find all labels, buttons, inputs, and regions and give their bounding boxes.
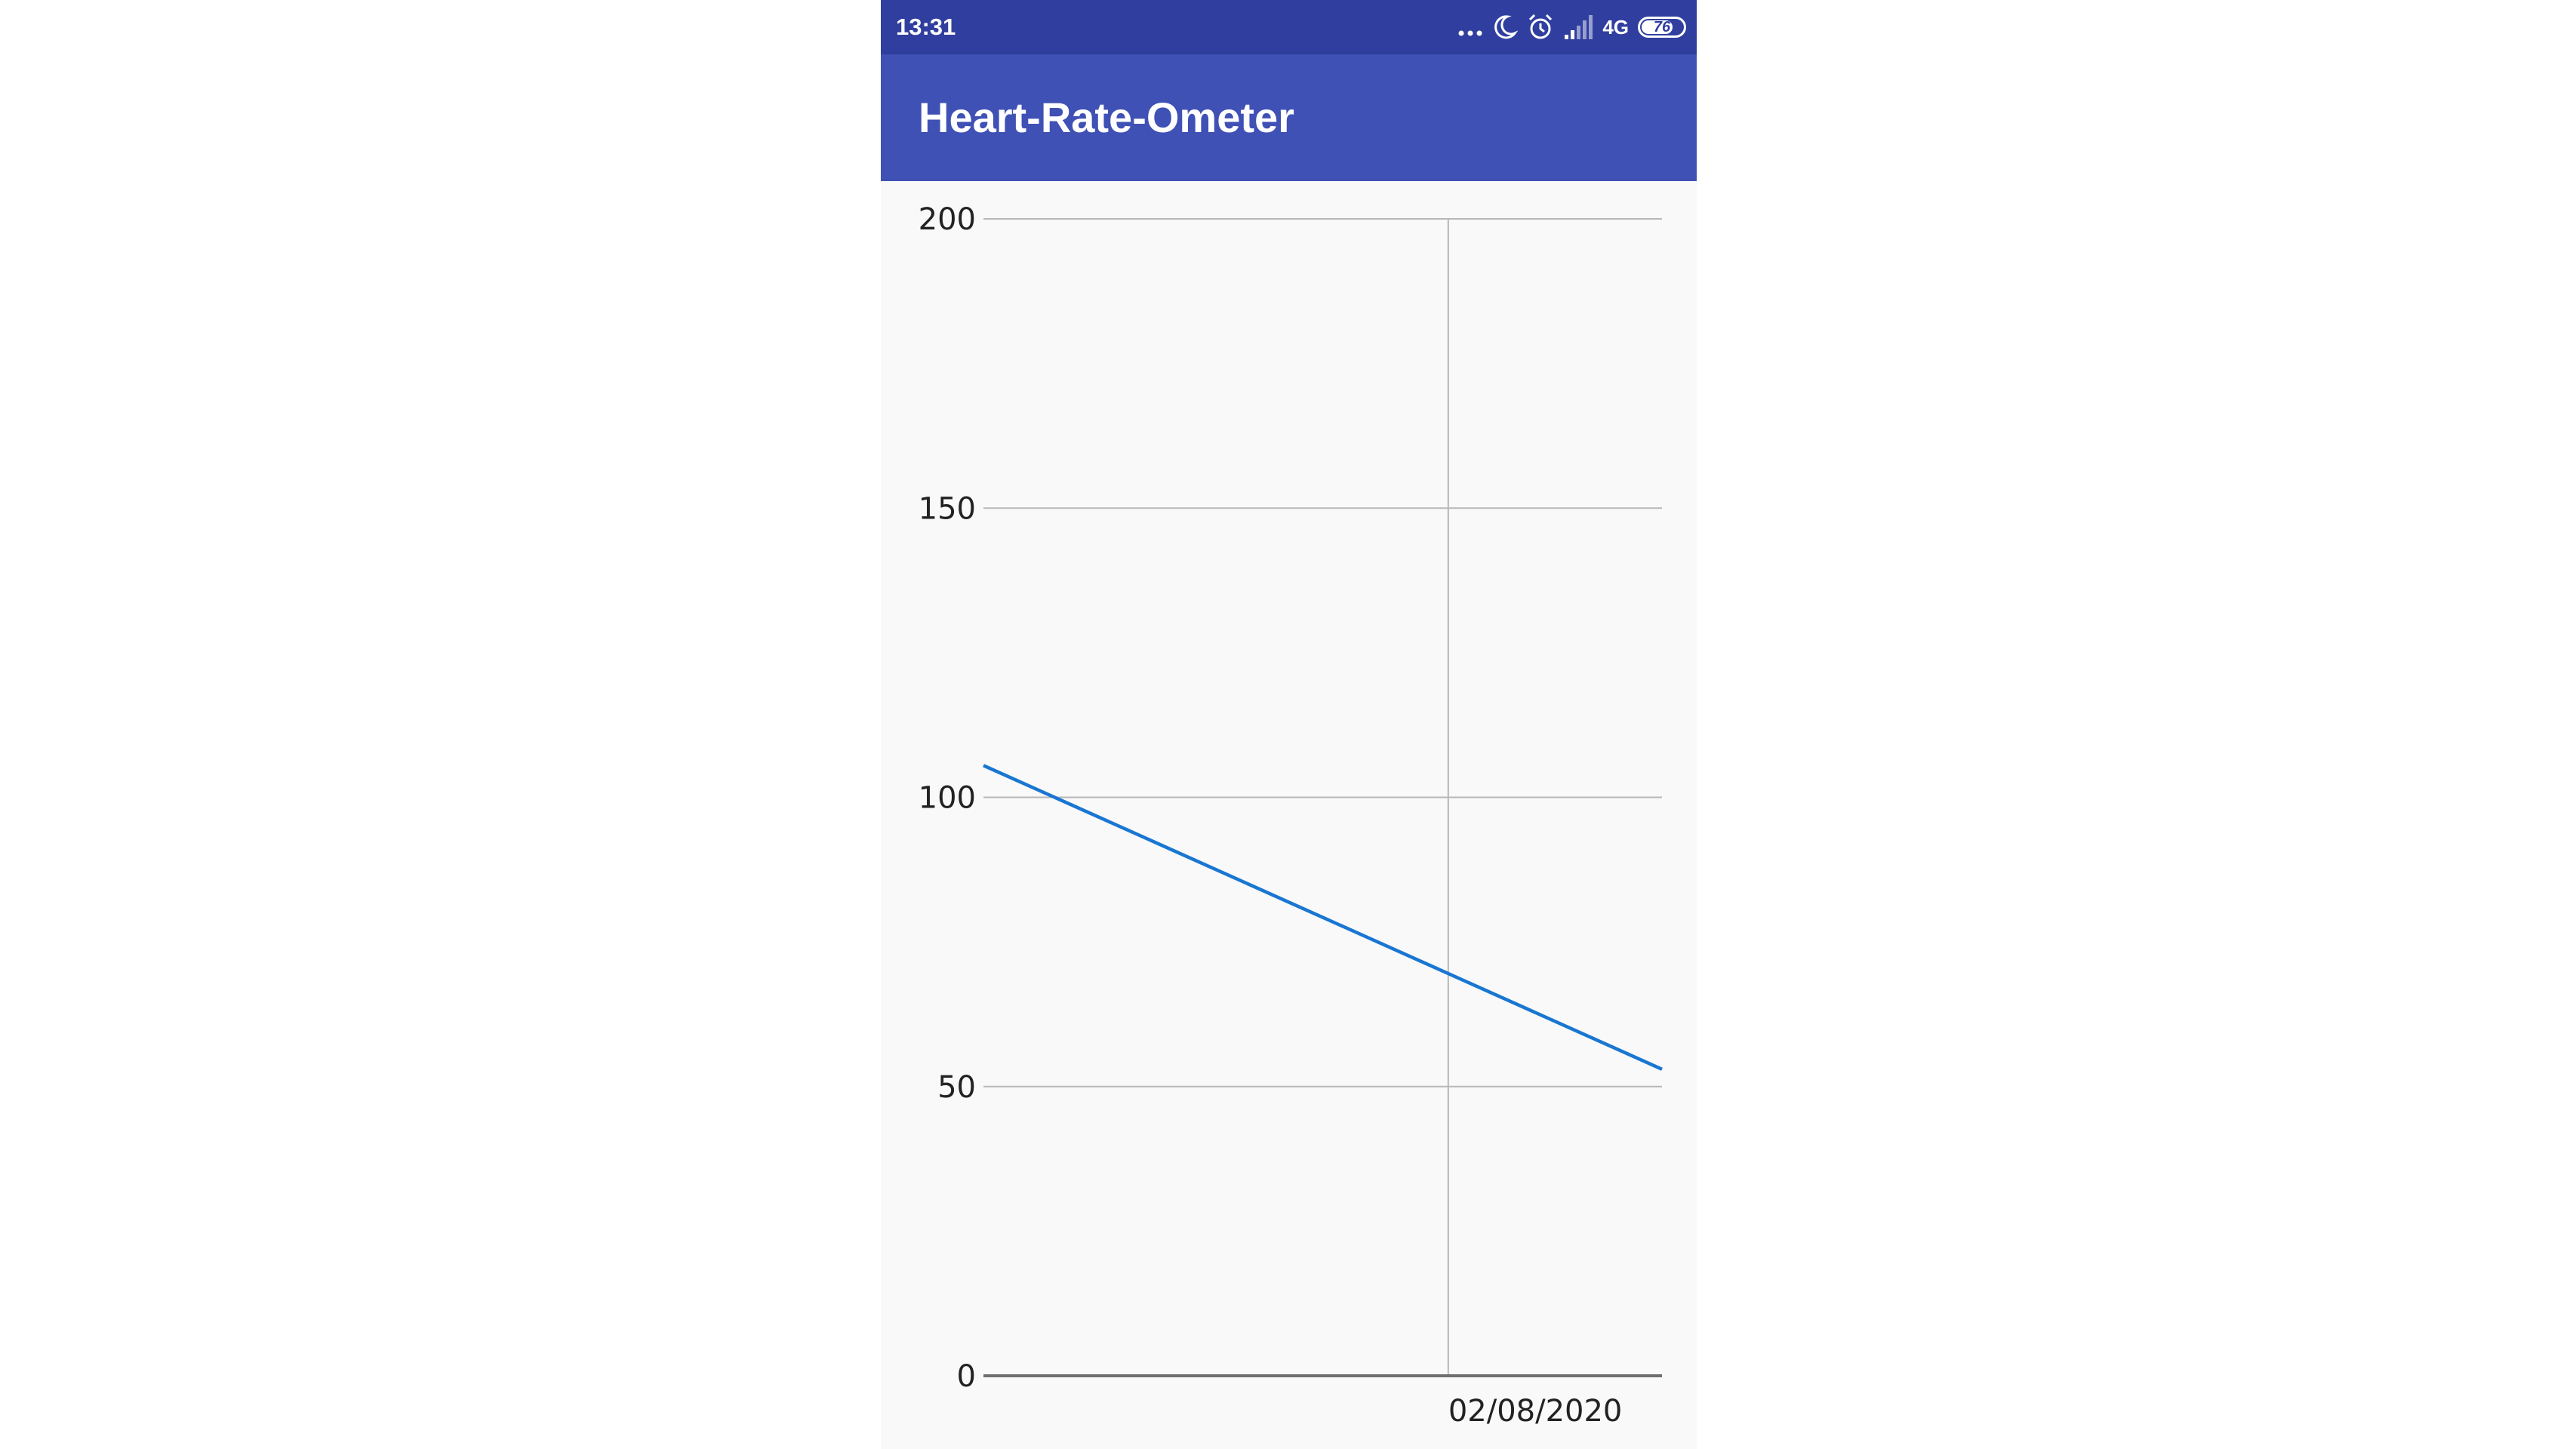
y-tick-label: 100	[919, 781, 976, 816]
phone-screen: 13:31 4G	[881, 0, 1697, 1449]
y-axis-tick-labels: 200 150 100 50 0	[919, 202, 976, 1394]
y-tick-label: 0	[957, 1359, 976, 1394]
signal-icon	[1565, 15, 1593, 39]
battery-level-label: 76	[1653, 19, 1671, 35]
status-time: 13:31	[896, 14, 956, 40]
y-tick-label: 50	[937, 1070, 976, 1105]
horizontal-gridlines	[983, 218, 1662, 1088]
app-title: Heart-Rate-Ometer	[919, 94, 1294, 141]
moon-icon	[1494, 15, 1519, 39]
alarm-icon	[1529, 14, 1553, 39]
status-bar: 13:31 4G	[881, 0, 1697, 54]
y-tick-label: 150	[919, 491, 976, 526]
x-tick-label: 02/08/2020	[1448, 1394, 1623, 1429]
status-icons: 4G 76	[1457, 11, 1686, 44]
chart-background	[881, 181, 1697, 1449]
x-axis-tick-labels: 02/08/2020	[1448, 1394, 1623, 1429]
battery-icon: 76	[1638, 17, 1686, 38]
series-group	[983, 764, 1663, 1071]
y-tick-label: 200	[919, 202, 976, 237]
more-dots-icon	[1458, 30, 1482, 36]
battery-fill	[1642, 20, 1673, 34]
heart-rate-chart[interactable]: 200 150 100 50 0 02/08/2020	[881, 181, 1697, 1449]
app-bar: Heart-Rate-Ometer	[881, 54, 1697, 181]
network-type-label: 4G	[1602, 16, 1629, 38]
heart-rate-line	[983, 764, 1663, 1071]
